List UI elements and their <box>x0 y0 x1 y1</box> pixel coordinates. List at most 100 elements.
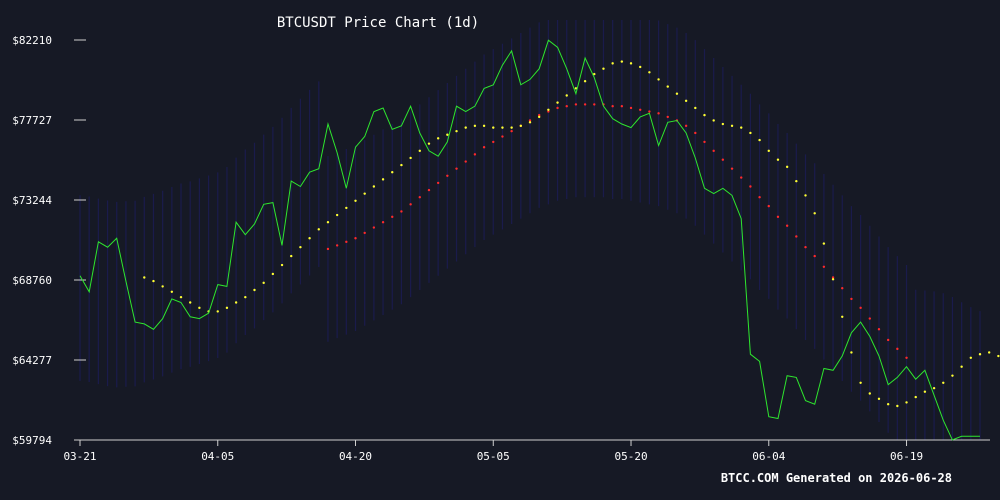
y-tick-label: $82210 <box>12 34 52 47</box>
short-ma-point <box>785 165 789 169</box>
short-ma-point <box>446 133 449 136</box>
short-ma-point <box>978 353 982 356</box>
short-ma-point <box>987 351 991 354</box>
long-ma-point <box>795 235 798 238</box>
short-ma-point <box>730 124 734 128</box>
short-ma-point <box>960 365 963 368</box>
short-ma-point <box>877 397 881 401</box>
long-ma-point <box>565 105 568 108</box>
short-ma-point <box>161 285 164 288</box>
long-ma-point <box>593 103 596 106</box>
long-ma-point <box>721 158 725 161</box>
long-ma-point <box>345 240 348 244</box>
short-ma-point <box>528 121 532 124</box>
long-ma-point <box>639 108 642 111</box>
short-ma-point <box>896 404 899 408</box>
long-ma-point <box>363 231 366 235</box>
short-ma-point <box>914 395 917 399</box>
short-ma-point <box>326 220 330 224</box>
short-ma-point <box>234 301 238 304</box>
short-ma-point <box>400 163 403 167</box>
short-ma-point <box>225 306 229 310</box>
x-tick-label: 05-05 <box>477 450 510 463</box>
short-ma-point <box>776 158 780 161</box>
long-ma-point <box>730 167 734 170</box>
short-ma-point <box>565 94 568 97</box>
short-ma-point <box>455 129 458 133</box>
long-ma-point <box>446 174 449 177</box>
short-ma-point <box>583 80 587 83</box>
long-ma-point <box>611 105 614 108</box>
short-ma-point <box>492 126 495 129</box>
short-ma-point <box>299 245 302 249</box>
short-ma-point <box>868 392 871 395</box>
short-ma-point <box>372 185 376 188</box>
short-ma-point <box>345 206 348 210</box>
short-ma-point <box>666 85 669 88</box>
y-axis: $59794 $64277 $68760 $73244 $77727 $82210 <box>12 34 86 447</box>
short-ma-point <box>381 178 385 181</box>
short-ma-point <box>859 381 862 384</box>
short-ma-point <box>253 288 256 292</box>
short-moving-average-series <box>143 60 1000 408</box>
long-ma-point <box>427 188 431 192</box>
long-ma-point <box>473 153 477 156</box>
long-ma-point <box>684 124 688 128</box>
long-ma-point <box>372 226 376 229</box>
short-ma-point <box>262 281 265 285</box>
long-ma-point <box>841 287 844 290</box>
short-ma-point <box>363 192 366 195</box>
short-ma-point <box>923 390 927 393</box>
short-ma-point <box>391 171 394 174</box>
long-ma-point <box>905 356 908 360</box>
chart-title: BTCUSDT Price Chart (1d) <box>277 15 479 31</box>
short-ma-point <box>703 113 706 117</box>
long-ma-point <box>400 210 403 213</box>
short-ma-point <box>354 199 357 202</box>
short-ma-point <box>694 106 697 110</box>
long-ma-point <box>758 196 761 199</box>
long-ma-point <box>886 338 890 342</box>
short-ma-point <box>721 122 725 126</box>
short-ma-point <box>427 142 431 145</box>
short-ma-point <box>418 149 421 153</box>
short-ma-point <box>942 381 945 384</box>
long-ma-point <box>381 220 385 224</box>
long-ma-point <box>547 110 550 113</box>
short-ma-point <box>841 315 844 318</box>
short-ma-point <box>611 62 614 65</box>
long-ma-point <box>785 224 789 227</box>
short-ma-point <box>436 137 440 140</box>
short-ma-point <box>886 403 890 406</box>
long-ma-point <box>501 135 504 138</box>
short-ma-point <box>749 131 752 135</box>
long-ma-point <box>620 105 624 108</box>
long-ma-point <box>354 237 357 240</box>
long-ma-point <box>455 167 458 170</box>
short-ma-point <box>684 99 688 103</box>
short-ma-point <box>189 301 192 304</box>
short-ma-point <box>620 60 624 63</box>
short-ma-point <box>822 242 826 245</box>
long-ma-point <box>776 215 780 219</box>
short-ma-point <box>969 356 973 360</box>
long-ma-point <box>703 140 706 144</box>
short-ma-point <box>537 115 541 119</box>
chart-footer: BTCC.COM Generated on 2026-06-28 <box>721 471 952 485</box>
long-ma-point <box>574 103 578 106</box>
short-ma-point <box>170 290 174 293</box>
short-ma-point <box>574 87 578 90</box>
long-ma-point <box>767 204 770 208</box>
short-ma-point <box>767 149 770 153</box>
short-ma-point <box>932 386 936 390</box>
long-ma-point <box>326 247 330 251</box>
short-ma-point <box>280 263 284 267</box>
short-ma-point <box>244 295 247 299</box>
long-ma-point <box>648 110 651 113</box>
short-ma-point <box>409 156 412 160</box>
short-ma-point <box>629 62 633 65</box>
price-line <box>79 39 980 441</box>
short-ma-point <box>795 179 798 183</box>
